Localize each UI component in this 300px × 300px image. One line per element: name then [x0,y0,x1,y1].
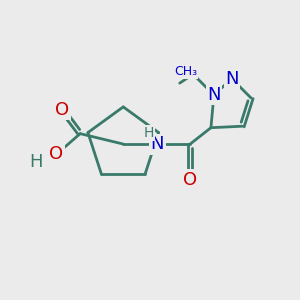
Text: H: H [29,153,42,171]
Text: O: O [49,146,63,164]
Text: H: H [144,126,154,140]
Text: O: O [55,101,69,119]
Text: CH₃: CH₃ [174,65,197,78]
Text: N: N [207,86,221,104]
Text: N: N [225,70,238,88]
Text: N: N [151,135,164,153]
Text: O: O [183,171,197,189]
